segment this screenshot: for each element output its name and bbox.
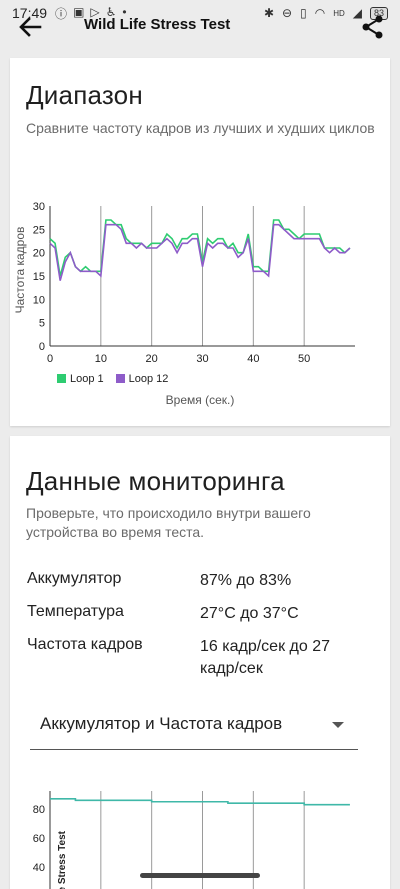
row-value: 27°C до 37°C bbox=[200, 605, 299, 622]
y-tick-label: 15 bbox=[33, 271, 45, 283]
x-tick-label: 30 bbox=[196, 353, 208, 365]
legend-swatch bbox=[115, 374, 125, 383]
legend-label: Loop 1 bbox=[70, 373, 104, 385]
y-tick-label: 30 bbox=[33, 201, 45, 213]
series-line bbox=[49, 223, 351, 281]
arrow-left-icon bbox=[19, 17, 42, 37]
system-icons: ✱ ⊖ ▯ ◠ HD ◢ 83 bbox=[264, 6, 388, 20]
back-button[interactable] bbox=[16, 14, 44, 40]
y-tick-label: 80 bbox=[33, 804, 45, 816]
y-tick-label: 20 bbox=[33, 248, 45, 260]
monitoring-chart: 40 60 80 Wild Life Stress Test bbox=[33, 791, 350, 889]
legend-item-loop-12[interactable]: Loop 12 bbox=[115, 373, 169, 385]
row-label: Частота кадров bbox=[27, 636, 143, 653]
chart-legend: Loop 1 Loop 12 bbox=[57, 373, 168, 385]
home-indicator[interactable] bbox=[140, 873, 260, 878]
x-tick-label: 10 bbox=[95, 353, 107, 365]
y-tick-label: 5 bbox=[39, 318, 45, 330]
network-type: HD bbox=[333, 8, 345, 18]
signal-icon: ◢ bbox=[352, 6, 362, 20]
range-chart: 0 10 20 30 40 50 0 5 10 15 20 25 30 Частота кадров В… bbox=[13, 201, 355, 407]
y-axis-label: Частота кадров bbox=[13, 227, 27, 314]
page-title: Wild Life Stress Test bbox=[84, 16, 231, 33]
dot-icon: • bbox=[122, 4, 127, 19]
y-tick-label: 10 bbox=[33, 294, 45, 306]
row-value: 16 кадр/сек до 27 кадр/сек bbox=[200, 638, 330, 677]
y-axis-label: Wild Life Stress Test bbox=[57, 830, 68, 889]
x-tick-label: 50 bbox=[298, 353, 310, 365]
series-line bbox=[50, 798, 350, 806]
monitoring-title: Данные мониторинга bbox=[26, 466, 285, 496]
app-bar: Wild Life Stress Test bbox=[0, 0, 400, 52]
vibrate-icon: ▯ bbox=[300, 6, 307, 20]
y-tick-label: 25 bbox=[33, 224, 45, 236]
x-tick-label: 20 bbox=[146, 353, 158, 365]
y-tick-label: 60 bbox=[33, 833, 45, 845]
wifi-icon: ◠ bbox=[314, 6, 326, 20]
row-label: Температура bbox=[27, 603, 124, 620]
row-label: Аккумулятор bbox=[27, 570, 122, 587]
dnd-icon: ⊖ bbox=[282, 6, 293, 20]
row-battery: Аккумулятор 87% до 83% bbox=[27, 570, 291, 589]
chart-type-select[interactable]: Аккумулятор и Частота кадров bbox=[30, 704, 358, 750]
x-axis-label: Время (сек.) bbox=[166, 393, 235, 407]
legend-swatch bbox=[57, 374, 66, 383]
legend-label: Loop 12 bbox=[128, 373, 169, 385]
share-icon bbox=[362, 15, 383, 39]
range-title: Диапазон bbox=[26, 80, 143, 110]
y-tick-label: 40 bbox=[33, 862, 45, 874]
bluetooth-icon: ✱ bbox=[263, 6, 275, 20]
chevron-down-icon bbox=[332, 722, 344, 728]
play-icon: ▷ bbox=[90, 4, 100, 19]
row-temperature: Температура 27°C до 37°C bbox=[27, 603, 299, 622]
legend-item-loop-1[interactable]: Loop 1 bbox=[57, 373, 104, 385]
share-button[interactable] bbox=[360, 14, 386, 40]
gallery-icon: ▣ bbox=[73, 4, 85, 19]
series-line bbox=[49, 219, 351, 277]
info-icon: ⓘ bbox=[55, 6, 68, 21]
range-subtitle: Сравните частоту кадров из лучших и худш… bbox=[26, 120, 375, 136]
notification-icons: ⓘ ▣ ▷ ♿ • bbox=[55, 5, 127, 22]
status-time: 17:49 bbox=[12, 5, 48, 21]
row-framerate: Частота кадров 16 кадр/сек до 27 кадр/се… bbox=[27, 636, 330, 677]
monitoring-subtitle: Проверьте, что происходило внутри вашего… bbox=[26, 505, 311, 540]
x-tick-label: 0 bbox=[47, 353, 53, 365]
select-value: Аккумулятор и Частота кадров bbox=[40, 714, 283, 733]
monitoring-card: Данные мониторинга Проверьте, что происх… bbox=[10, 436, 390, 889]
y-tick-label: 0 bbox=[39, 341, 45, 353]
status-bar: 17:49 ⓘ ▣ ▷ ♿ • ✱ ⊖ ▯ ◠ HD ◢ 83 bbox=[0, 0, 400, 26]
accessibility-icon: ♿ bbox=[105, 4, 117, 19]
x-tick-label: 40 bbox=[247, 353, 259, 365]
range-card: Диапазон Сравните частоту кадров из лучш… bbox=[10, 58, 390, 426]
row-value: 87% до 83% bbox=[200, 572, 292, 589]
